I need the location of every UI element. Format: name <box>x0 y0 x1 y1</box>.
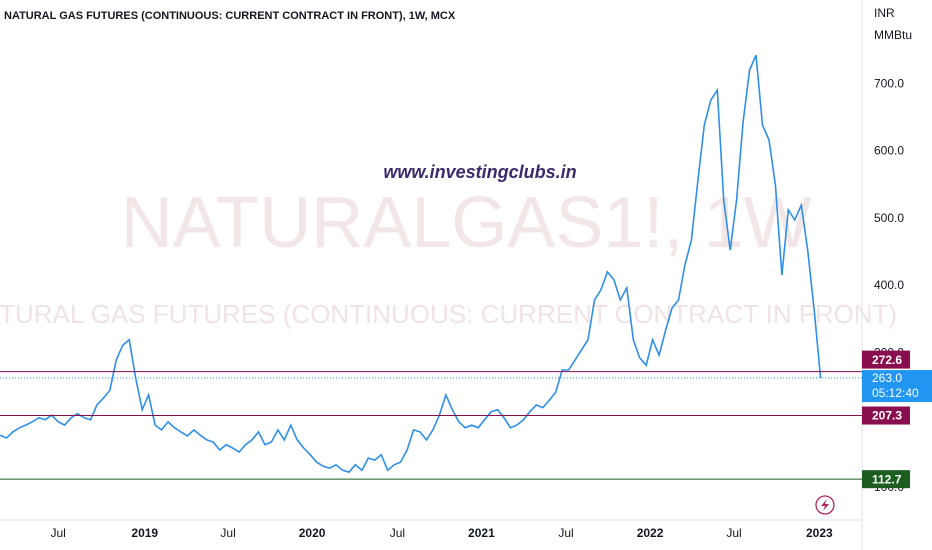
y-tick-label: 600.0 <box>874 144 904 158</box>
last-price-box <box>862 370 932 403</box>
lightning-icon <box>815 495 835 515</box>
x-tick-label: Jul <box>50 526 65 540</box>
price-line <box>0 54 822 474</box>
x-tick-label: 2023 <box>806 526 833 540</box>
annotation: www.investingclubs.in <box>383 162 576 182</box>
watermark-subtitle: NATURAL GAS FUTURES (CONTINUOUS: CURRENT… <box>0 299 897 329</box>
x-tick-label: Jul <box>558 526 573 540</box>
y-tick-label: 700.0 <box>874 76 904 90</box>
level-label: 272.6 <box>872 353 902 367</box>
level-label: 207.3 <box>872 409 902 423</box>
x-tick-label: 2019 <box>131 526 158 540</box>
x-tick-label: 2020 <box>299 526 326 540</box>
unit: MMBtu <box>874 28 912 42</box>
last-price-label: 263.0 <box>872 371 902 385</box>
countdown: 05:12:40 <box>872 386 919 400</box>
level-label-box <box>862 406 910 425</box>
x-tick-label: 2022 <box>637 526 664 540</box>
level-label-box <box>862 350 910 369</box>
chart-title: NATURAL GAS FUTURES (CONTINUOUS: CURRENT… <box>4 10 456 22</box>
level-label: 112.7 <box>872 472 902 486</box>
y-tick-label: 500.0 <box>874 211 904 225</box>
level-label-box <box>862 470 910 489</box>
x-tick-label: Jul <box>726 526 741 540</box>
x-tick-label: Jul <box>220 526 235 540</box>
x-tick-label: Jul <box>390 526 405 540</box>
y-tick-label: 400.0 <box>874 278 904 292</box>
currency: INR <box>874 6 895 20</box>
watermark: NATURALGAS1!, 1W <box>121 183 812 263</box>
x-tick-label: 2021 <box>468 526 495 540</box>
